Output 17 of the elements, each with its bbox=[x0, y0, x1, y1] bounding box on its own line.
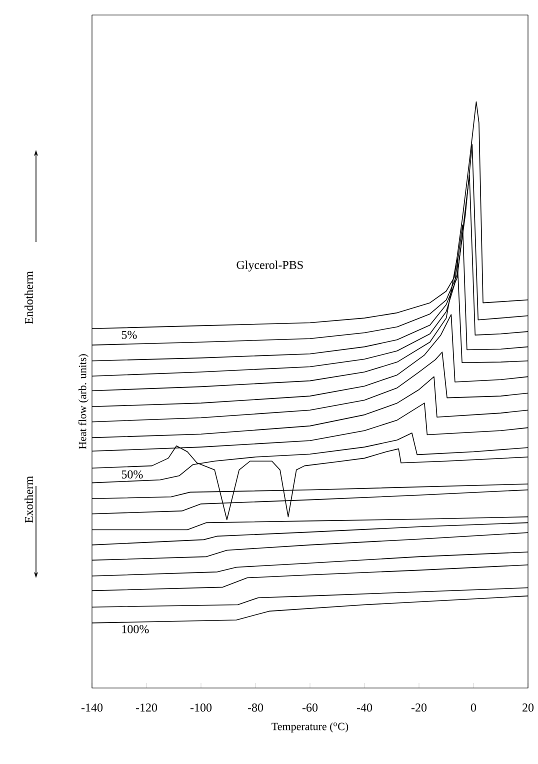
x-tick-label: -40 bbox=[356, 704, 372, 712]
x-tick-label: -120 bbox=[136, 704, 158, 712]
x-tick-label: -20 bbox=[411, 704, 427, 712]
annotation: Glycerol-PBS bbox=[236, 260, 303, 272]
x-tick-label: -140 bbox=[81, 704, 103, 712]
x-tick-label: 0 bbox=[470, 704, 476, 712]
x-tick-label: -100 bbox=[190, 704, 212, 712]
text: Exotherm bbox=[24, 476, 34, 523]
x-tick-label: -60 bbox=[302, 704, 318, 712]
x-axis-title: Temperature ($^{o}$C) bbox=[272, 722, 348, 732]
x-tick-label: 20 bbox=[522, 704, 534, 712]
text: Endotherm bbox=[24, 271, 34, 324]
y-axis-title: Heat flow (arb. units) bbox=[78, 354, 88, 449]
x-tick-label: -80 bbox=[248, 704, 264, 712]
series-label: 100% bbox=[122, 625, 149, 634]
series-label: 50% bbox=[122, 470, 143, 478]
series-label: 5% bbox=[122, 330, 137, 339]
